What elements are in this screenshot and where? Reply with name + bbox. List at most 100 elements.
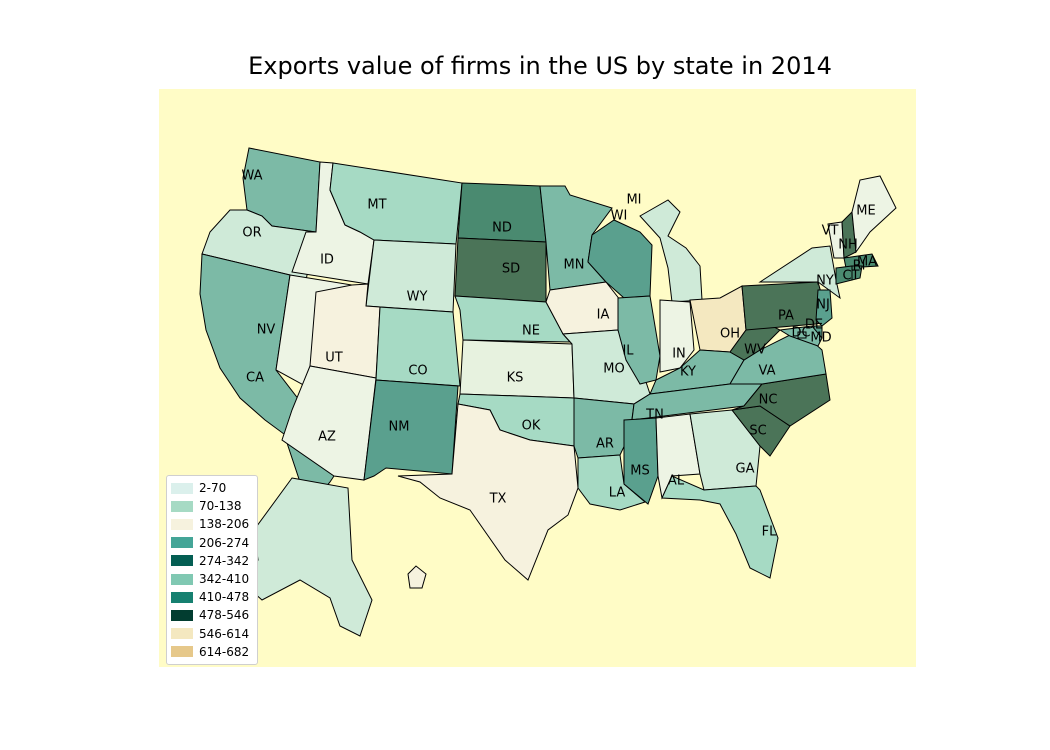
state-label-de: DE — [805, 318, 823, 333]
state-label-mi: MI — [626, 193, 641, 208]
legend-swatch — [171, 500, 193, 512]
legend-item: 138-206 — [167, 515, 257, 533]
legend-item: 2-70 — [167, 479, 257, 497]
state-label-wi: WI — [611, 209, 628, 224]
state-nj — [815, 289, 833, 327]
state-sd — [454, 237, 547, 303]
state-label-ms: MS — [630, 464, 649, 479]
state-label-az: AZ — [318, 430, 336, 445]
legend-label: 342-410 — [199, 572, 250, 587]
legend-item: 342-410 — [167, 570, 257, 588]
legend-label: 138-206 — [199, 517, 250, 532]
legend-label: 274-342 — [199, 553, 250, 568]
legend-swatch — [171, 646, 193, 658]
state-label-la: LA — [609, 486, 626, 501]
legend-swatch — [171, 537, 193, 549]
state-ak — [243, 477, 373, 637]
state-label-ct: CT — [842, 269, 859, 284]
state-label-nv: NV — [257, 323, 276, 338]
legend-swatch — [171, 482, 193, 494]
state-dc — [797, 331, 807, 339]
legend-label: 70-138 — [199, 499, 242, 514]
legend-item: 206-274 — [167, 534, 257, 552]
state-label-sd: SD — [502, 262, 520, 277]
state-label-ne: NE — [522, 324, 540, 339]
legend-item: 274-342 — [167, 552, 257, 570]
state-label-co: CO — [408, 364, 427, 379]
legend-item: 614-682 — [167, 643, 257, 661]
state-label-ar: AR — [596, 437, 614, 452]
legend-item: 546-614 — [167, 625, 257, 643]
state-label-ny: NY — [816, 274, 834, 289]
state-label-fl: FL — [762, 525, 777, 540]
state-label-or: OR — [242, 226, 261, 241]
state-label-al: AL — [668, 474, 685, 489]
state-label-ri: RI — [853, 259, 866, 274]
state-label-mt: MT — [367, 198, 386, 213]
state-hi — [407, 565, 427, 589]
state-label-mn: MN — [564, 258, 585, 273]
legend-item: 410-478 — [167, 588, 257, 606]
state-label-tx: TX — [489, 492, 507, 507]
state-label-ks: KS — [507, 371, 524, 386]
state-label-nh: NH — [838, 238, 858, 253]
legend-item: 478-546 — [167, 606, 257, 624]
state-mi — [639, 199, 703, 303]
legend-label: 206-274 — [199, 535, 250, 550]
legend-swatch — [171, 628, 193, 640]
state-label-me: ME — [856, 204, 875, 219]
state-label-ca: CA — [246, 371, 264, 386]
state-label-vt: VT — [822, 224, 839, 239]
state-in — [659, 299, 695, 373]
state-nc — [731, 373, 831, 427]
state-label-ky: KY — [680, 365, 696, 380]
state-label-id: ID — [320, 253, 334, 268]
state-nm — [363, 379, 459, 481]
state-il — [617, 295, 661, 385]
state-ma — [843, 253, 879, 269]
legend-swatch — [171, 609, 193, 621]
state-label-wy: WY — [407, 290, 428, 305]
state-label-mo: MO — [603, 362, 624, 377]
state-tx — [397, 403, 579, 581]
state-label-sc: SC — [749, 424, 766, 439]
state-label-pa: PA — [778, 309, 794, 324]
state-fl — [661, 475, 779, 579]
legend-label: 410-478 — [199, 590, 250, 605]
legend-label: 546-614 — [199, 626, 250, 641]
legend-swatch — [171, 518, 193, 530]
legend-item: 70-138 — [167, 497, 257, 515]
legend-label: 2-70 — [199, 481, 227, 496]
legend-swatch — [171, 573, 193, 585]
legend-swatch — [171, 591, 193, 603]
state-label-tn: TN — [645, 408, 664, 423]
state-label-md: MD — [810, 331, 831, 346]
state-label-ut: UT — [325, 351, 343, 366]
state-label-wa: WA — [241, 169, 262, 184]
legend: 2-70 70-138 138-206 206-274 274-342 342-410 41… — [166, 475, 258, 665]
state-ks — [459, 339, 575, 399]
state-label-ia: IA — [597, 308, 610, 323]
state-label-ga: GA — [736, 462, 755, 477]
state-label-nj: NJ — [816, 298, 830, 313]
state-la — [577, 454, 647, 511]
state-label-va: VA — [759, 364, 776, 379]
state-va — [729, 329, 827, 385]
legend-label: 614-682 — [199, 644, 250, 659]
legend-label: 478-546 — [199, 608, 250, 623]
state-me — [851, 175, 897, 254]
chart-title: Exports value of firms in the US by stat… — [248, 52, 832, 80]
state-label-dc: DC — [791, 326, 810, 341]
state-label-in: IN — [672, 347, 686, 362]
legend-swatch — [171, 555, 193, 567]
state-label-il: IL — [622, 344, 634, 359]
state-label-nc: NC — [759, 393, 778, 408]
state-label-nd: ND — [492, 221, 512, 236]
state-label-oh: OH — [720, 327, 740, 342]
state-label-ma: MA — [857, 255, 877, 270]
state-label-ok: OK — [522, 419, 541, 434]
state-ms — [623, 417, 659, 505]
state-ri — [851, 265, 863, 281]
state-label-nm: NM — [389, 420, 410, 435]
